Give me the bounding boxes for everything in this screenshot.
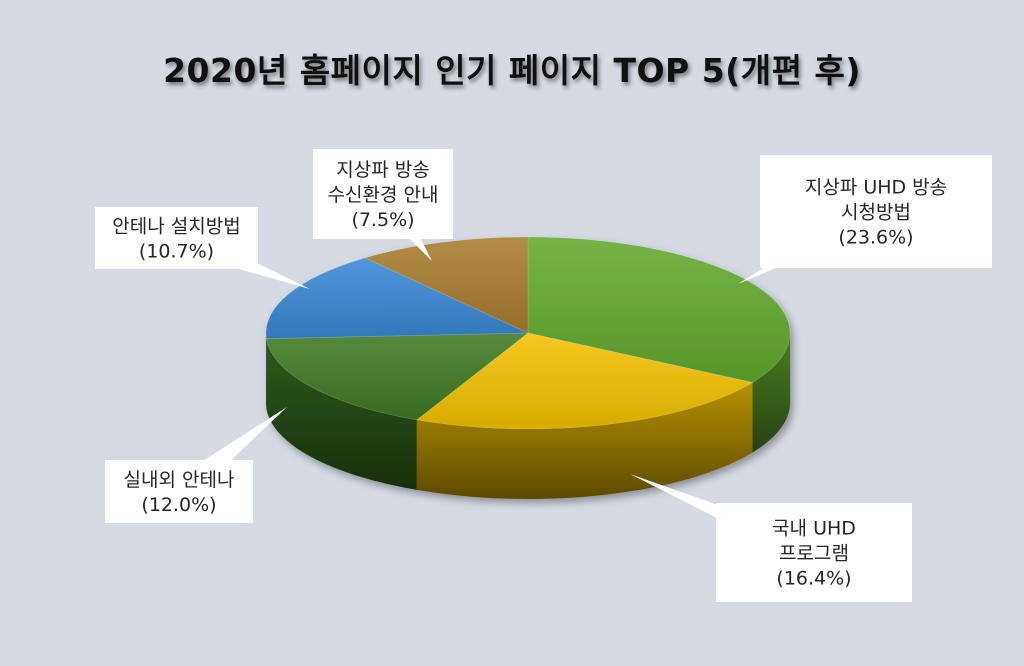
callout-box <box>313 149 453 239</box>
slice-label-4: 지상파 방송 <box>336 159 429 181</box>
callout-box <box>760 155 992 268</box>
slice-label-1: 국내 UHD <box>772 518 856 540</box>
slice-label-2: 실내외 안테나 <box>124 469 235 491</box>
chart-title: 2020년 홈페이지 인기 페이지 TOP 5(개편 후) <box>163 51 861 90</box>
slice-label-1: 프로그램 <box>779 543 849 565</box>
slice-label-0: 시청방법 <box>841 202 911 224</box>
pie-slice-1[interactable] <box>415 332 754 430</box>
slice-value-0: (23.6%) <box>838 227 913 249</box>
slice-value-2: (12.0%) <box>141 494 216 516</box>
pie-side-0 <box>752 333 791 453</box>
pie-slice-2[interactable] <box>265 332 530 421</box>
callout-box <box>716 503 912 602</box>
pie-slice-3[interactable] <box>265 257 529 339</box>
callout-box <box>95 207 258 269</box>
pie-side-1 <box>416 382 753 499</box>
slice-label-4: 수신환경 안내 <box>328 184 439 206</box>
callout-3: 안테나 설치방법 (10.7%) <box>95 207 310 289</box>
callout-box <box>105 460 253 523</box>
slice-value-3: (10.7%) <box>139 241 214 263</box>
pie-slice-4[interactable] <box>363 236 529 334</box>
pie-side-2 <box>266 338 417 490</box>
slice-label-0: 지상파 UHD 방송 <box>805 177 947 199</box>
slice-label-3: 안테나 설치방법 <box>112 216 240 238</box>
pie-slice-0[interactable] <box>527 236 791 383</box>
callout-2: 실내외 안테나 (12.0%) <box>105 407 287 523</box>
callout-1: 국내 UHD 프로그램 (16.4%) <box>630 474 912 602</box>
slice-value-1: (16.4%) <box>776 568 851 590</box>
pie-group <box>265 236 791 499</box>
slice-value-4: (7.5%) <box>351 209 414 231</box>
